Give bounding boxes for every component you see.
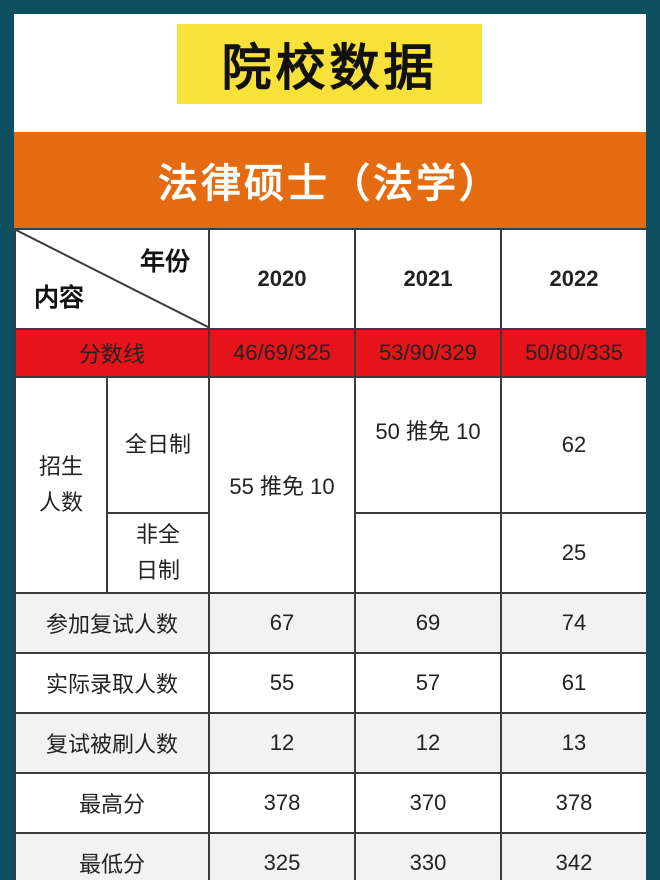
enrollment-fulltime-row: 招生 人数 全日制 55 推免 10 50 推免 10 62 [14, 376, 646, 594]
highest-score-2021: 370 [354, 772, 502, 834]
row-label-lowest-score: 最低分 [14, 832, 210, 880]
highest-score-2022: 378 [500, 772, 646, 834]
enrollment-2022-fulltime: 62 [500, 376, 646, 514]
score-line-row: 分数线 46/69/325 53/90/329 50/80/335 [14, 328, 646, 378]
score-line-2020: 46/69/325 [208, 328, 356, 378]
eliminated-2020: 12 [208, 712, 356, 774]
admission-table: 年份 内容 2020 2021 2022 分数线 46/69/325 53/90… [14, 228, 646, 880]
score-line-label: 分数线 [14, 328, 210, 378]
lowest-score-2022: 342 [500, 832, 646, 880]
parttime-label-line2: 日制 [135, 558, 180, 583]
highest-score-2020: 378 [208, 772, 356, 834]
retest-participants-2020: 67 [208, 592, 356, 654]
lowest-score-2020: 325 [208, 832, 356, 880]
table-row: 实际录取人数 55 57 61 [14, 652, 646, 714]
admitted-2020: 55 [208, 652, 356, 714]
table-row: 复试被刷人数 12 12 13 [14, 712, 646, 774]
enrollment-2022-parttime: 25 [500, 512, 646, 594]
parttime-label-line1: 非全 [135, 522, 180, 547]
score-line-2022: 50/80/335 [500, 328, 646, 378]
table-row: 最低分 325 330 342 [14, 832, 646, 880]
program-title: 法律硕士（法学） [158, 161, 502, 207]
admitted-2022: 61 [500, 652, 646, 714]
subtitle-bar: 法律硕士（法学） [14, 132, 646, 228]
table-row: 最高分 378 370 378 [14, 772, 646, 834]
retest-participants-2021: 69 [354, 592, 502, 654]
enrollment-parttime-row: 非全 日制 25 [15, 512, 646, 594]
enrollment-2021-parttime [354, 512, 502, 594]
content-header-label: 内容 [34, 284, 85, 312]
row-label-admitted: 实际录取人数 [14, 652, 210, 714]
table-row: 参加复试人数 67 69 74 [14, 592, 646, 654]
lowest-score-2021: 330 [354, 832, 502, 880]
enrollment-label-line1: 招生 [38, 454, 83, 479]
title-highlight: 院校数据 [177, 24, 482, 104]
header-row: 年份 内容 2020 2021 2022 [14, 228, 646, 330]
row-label-highest-score: 最高分 [14, 772, 210, 834]
diagonal-divider [16, 230, 210, 328]
row-label-eliminated: 复试被刷人数 [14, 712, 210, 774]
year-header-2020: 2020 [208, 228, 356, 330]
title-band: 院校数据 [14, 14, 646, 132]
enrollment-2021-fulltime: 50 推免 10 [354, 376, 502, 514]
year-header-2022: 2022 [500, 228, 646, 330]
corner-header-cell: 年份 内容 [14, 228, 210, 330]
enrollment-label-line2: 人数 [38, 490, 83, 515]
page-title: 院校数据 [221, 39, 438, 97]
eliminated-2022: 13 [500, 712, 646, 774]
year-header-label: 年份 [139, 248, 190, 276]
enrollment-2020: 55 推免 10 [208, 376, 356, 594]
parttime-label: 非全 日制 [106, 512, 210, 594]
year-header-2021: 2021 [354, 228, 502, 330]
admitted-2021: 57 [354, 652, 502, 714]
retest-participants-2022: 74 [500, 592, 646, 654]
score-line-2021: 53/90/329 [354, 328, 502, 378]
eliminated-2021: 12 [354, 712, 502, 774]
fulltime-label: 全日制 [106, 376, 210, 514]
info-card: 院校数据 法律硕士（法学） 年份 内容 2020 2021 2022 [14, 14, 646, 880]
row-label-retest-participants: 参加复试人数 [14, 592, 210, 654]
enrollment-label: 招生 人数 [14, 376, 108, 594]
